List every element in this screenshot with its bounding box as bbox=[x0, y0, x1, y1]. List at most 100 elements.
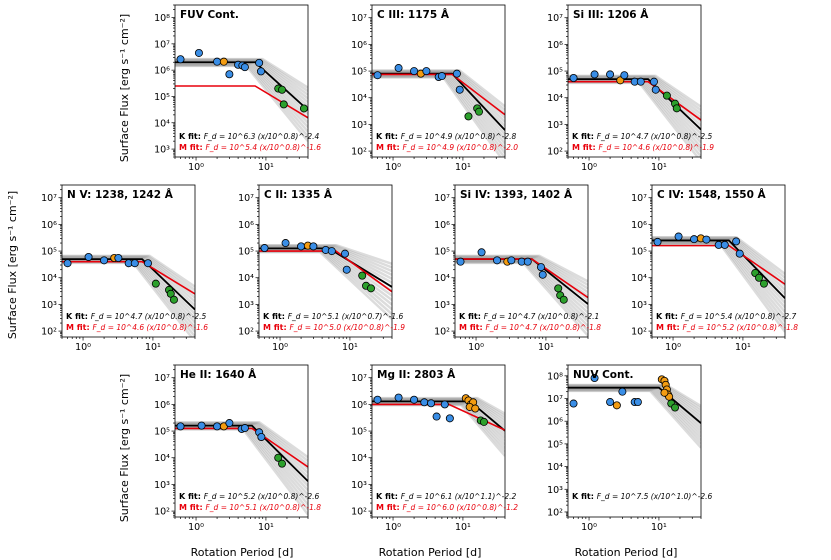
panel-title: NUV Cont. bbox=[573, 369, 634, 381]
data-point-green bbox=[278, 459, 287, 468]
k-fit-line bbox=[568, 78, 701, 131]
data-point-blue bbox=[84, 252, 93, 261]
y-tick-label: 10⁴ bbox=[238, 273, 254, 284]
m-fit-line bbox=[372, 73, 505, 116]
k-fit-label: K fit: F_d = 10^5.2 (x/10^0.8)^-2.6 bbox=[179, 492, 319, 501]
m-fit-label: M fit: F_d = 10^5.1 (x/10^0.8)^-1.8 bbox=[179, 503, 321, 512]
x-tick-label: 10⁰ bbox=[581, 522, 597, 533]
plot-area bbox=[259, 239, 392, 321]
panel-title: Si III: 1206 Å bbox=[573, 8, 649, 21]
x-tick-label: 10⁰ bbox=[75, 342, 91, 353]
x-tick-label: 10⁰ bbox=[188, 522, 204, 533]
plot-area bbox=[455, 248, 588, 337]
data-point-blue bbox=[340, 249, 349, 258]
data-point-blue bbox=[327, 247, 336, 256]
axes-frame bbox=[651, 184, 786, 338]
m-fit-line bbox=[652, 244, 785, 285]
y-tick-label: 10⁵ bbox=[547, 439, 563, 450]
y-tick-label: 10³ bbox=[547, 120, 563, 131]
k-fit-line bbox=[175, 61, 308, 111]
y-tick-label: 10³ bbox=[351, 120, 367, 131]
y-tick-label: 10⁶ bbox=[154, 66, 170, 77]
k-fit-sample bbox=[372, 397, 505, 418]
data-point-green bbox=[274, 453, 283, 462]
k-fit-line bbox=[568, 386, 701, 424]
k-fit-sample bbox=[175, 62, 308, 124]
data-point-orange bbox=[616, 76, 625, 85]
data-point-blue bbox=[130, 259, 139, 268]
data-point-blue bbox=[735, 249, 744, 258]
data-point-blue bbox=[255, 58, 264, 67]
data-point-green bbox=[475, 107, 484, 116]
data-point-blue bbox=[225, 70, 234, 79]
y-tick-label: 10⁶ bbox=[238, 220, 254, 231]
y-tick-label: 10⁵ bbox=[41, 247, 57, 258]
k-fit-label: K fit: F_d = 10^4.7 (x/10^0.8)^-2.5 bbox=[66, 312, 206, 321]
data-point-blue bbox=[620, 71, 629, 80]
x-tick-label: 10¹ bbox=[145, 342, 161, 353]
data-point-blue bbox=[394, 393, 403, 402]
k-fit-label: K fit: F_d = 10^5.1 (x/10^0.7)^-1.6 bbox=[263, 312, 403, 321]
y-tick-label: 10² bbox=[238, 327, 254, 338]
data-point-green bbox=[358, 271, 367, 280]
data-point-blue bbox=[281, 239, 290, 248]
y-tick-label: 10⁴ bbox=[434, 273, 450, 284]
y-tick-label: 10² bbox=[434, 327, 450, 338]
y-tick-label: 10⁴ bbox=[547, 93, 563, 104]
x-tick-label: 10⁰ bbox=[385, 522, 401, 533]
panel-title: Si IV: 1393, 1402 Å bbox=[460, 188, 573, 201]
axes-frame bbox=[567, 364, 702, 518]
data-point-blue bbox=[114, 253, 123, 262]
y-tick-label: 10⁴ bbox=[41, 273, 57, 284]
panel-2: 10⁰ 10¹ 10² 10³ 10⁴ 10⁵ 10⁶ 10⁷ C III: 1175 Å K f… bbox=[351, 4, 518, 173]
data-point-blue bbox=[606, 398, 615, 407]
y-tick-label: 10⁵ bbox=[238, 247, 254, 258]
panel-6: 10⁰ 10¹ 10² 10³ 10⁴ 10⁵ 10⁶ 10⁷ Si IV: 1393, 140… bbox=[434, 184, 601, 353]
data-point-blue bbox=[63, 259, 72, 268]
data-point-blue bbox=[569, 73, 578, 82]
data-point-blue bbox=[260, 244, 269, 253]
panel-title: C III: 1175 Å bbox=[377, 8, 450, 21]
ylabel-row1: Surface Flux [erg s⁻¹ cm⁻²] bbox=[118, 14, 131, 162]
x-tick-label: 10¹ bbox=[258, 522, 274, 533]
data-point-blue bbox=[674, 232, 683, 241]
y-tick-label: 10⁷ bbox=[631, 193, 647, 204]
y-tick-label: 10³ bbox=[238, 300, 254, 311]
y-tick-label: 10² bbox=[547, 507, 563, 518]
data-point-green bbox=[662, 91, 671, 100]
y-tick-label: 10⁷ bbox=[41, 193, 57, 204]
k-fit-sample bbox=[568, 389, 701, 445]
data-point-blue bbox=[538, 270, 547, 279]
axes-frame bbox=[174, 4, 309, 158]
y-tick-label: 10⁶ bbox=[154, 400, 170, 411]
data-point-blue bbox=[422, 67, 431, 76]
data-point-blue bbox=[702, 235, 711, 244]
panel-title: He II: 1640 Å bbox=[180, 368, 257, 381]
data-point-blue bbox=[456, 257, 465, 266]
k-fit-label: K fit: F_d = 10^6.3 (x/10^0.8)^-2.4 bbox=[179, 132, 319, 141]
k-fit-sample bbox=[455, 256, 588, 294]
y-tick-label: 10² bbox=[154, 507, 170, 518]
plot-area bbox=[568, 374, 701, 449]
data-point-blue bbox=[618, 387, 627, 396]
k-fit-sample bbox=[175, 63, 308, 133]
data-point-orange bbox=[612, 401, 621, 410]
panel-8: 10⁰ 10¹ 10² 10³ 10⁴ 10⁵ 10⁶ 10⁷ He II: 1640 Å K f… bbox=[154, 364, 321, 533]
data-point-blue bbox=[507, 256, 516, 265]
k-fit-sample bbox=[568, 388, 701, 442]
panel-3: 10⁰ 10¹ 10² 10³ 10⁴ 10⁵ 10⁶ 10⁷ Si III: 1206 Å K … bbox=[547, 4, 714, 173]
y-tick-label: 10⁸ bbox=[154, 13, 170, 24]
m-fit-label: M fit: F_d = 10^4.6 (x/10^0.8)^-1.9 bbox=[572, 143, 714, 152]
data-point-blue bbox=[437, 72, 446, 81]
y-tick-label: 10⁷ bbox=[434, 193, 450, 204]
m-fit-label: M fit: F_d = 10^5.0 (x/10^0.8)^-1.9 bbox=[263, 323, 405, 332]
y-tick-label: 10⁷ bbox=[547, 394, 563, 405]
data-point-green bbox=[169, 295, 178, 304]
data-point-blue bbox=[690, 235, 699, 244]
data-point-blue bbox=[636, 77, 645, 86]
y-tick-label: 10⁷ bbox=[238, 193, 254, 204]
data-point-blue bbox=[297, 242, 306, 251]
data-point-orange bbox=[219, 57, 228, 66]
data-point-green bbox=[278, 85, 287, 94]
